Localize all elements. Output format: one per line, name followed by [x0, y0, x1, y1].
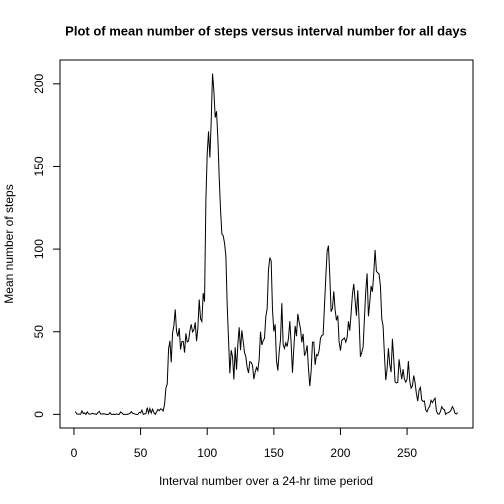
chart-title: Plot of mean number of steps versus inte… [65, 23, 467, 38]
y-axis-label: Mean number of steps [2, 184, 16, 303]
x-tick-label: 0 [71, 446, 78, 460]
y-tick-label: 200 [32, 73, 46, 93]
data-line [74, 73, 459, 416]
x-tick-label: 200 [330, 446, 350, 460]
x-tick-label: 250 [397, 446, 417, 460]
y-tick-label: 50 [32, 325, 46, 339]
x-tick-label: 100 [197, 446, 217, 460]
y-tick-label: 150 [32, 156, 46, 176]
plot-frame [59, 59, 474, 429]
x-axis-label: Interval number over a 24-hr time period [159, 474, 373, 488]
x-tick-label: 50 [134, 446, 148, 460]
x-tick-label: 150 [264, 446, 284, 460]
y-tick-label: 100 [32, 239, 46, 259]
y-tick-label: 0 [32, 411, 46, 418]
